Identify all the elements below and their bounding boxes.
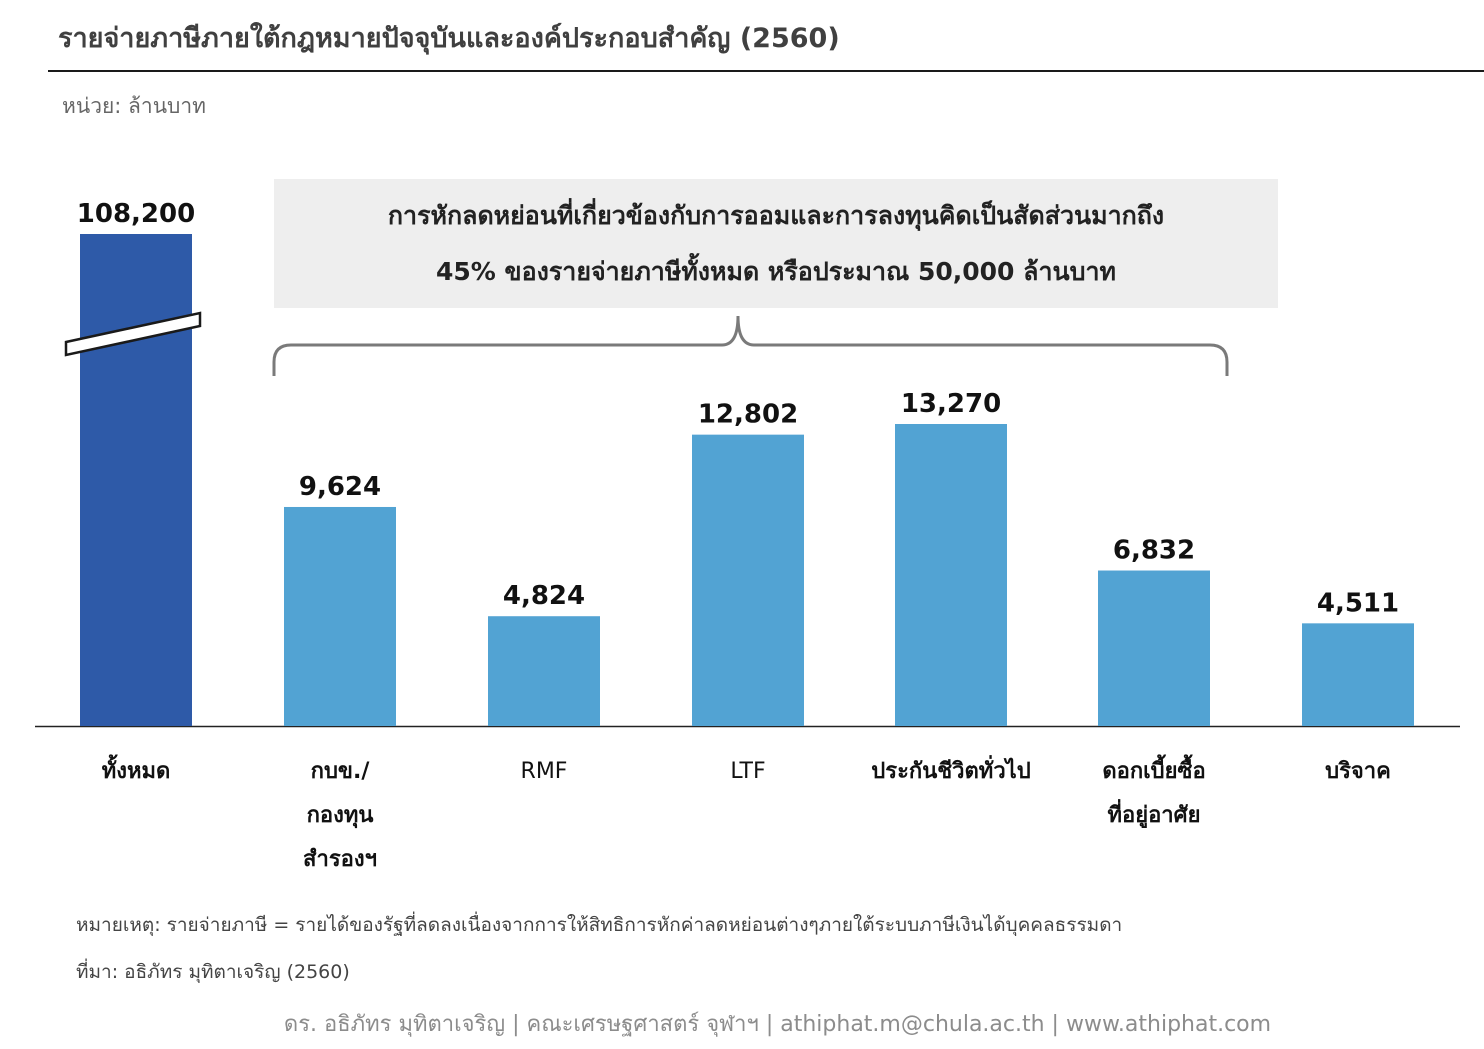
bar-value-label-0: 108,200 — [77, 199, 195, 229]
bar-chart: 108,200 9,624 4,824 12,802 13,270 6,832 4,511 — [35, 199, 1460, 728]
bar-1 — [284, 506, 396, 726]
x-tick-label-line: กองทุน — [306, 803, 374, 828]
chart-title: รายจ่ายภาษีภายใต้กฎหมายปัจจุบันและองค์ปร… — [58, 23, 840, 54]
x-tick-label-line: กบข./ — [310, 759, 370, 784]
callout-line-2: 45% ของรายจ่ายภาษีทั้งหมด หรือประมาณ 50,… — [436, 256, 1116, 286]
x-tick-label-line: ที่อยู่อาศัย — [1107, 803, 1201, 828]
bar-2 — [488, 616, 600, 726]
bar-value-label-4: 13,270 — [901, 389, 1001, 419]
title-divider — [48, 70, 1484, 72]
x-tick-label-line: บริจาค — [1325, 759, 1391, 784]
source-note: ที่มา: อธิภัทร มุทิตาเจริญ (2560) — [76, 961, 350, 983]
bar-value-label-5: 6,832 — [1113, 536, 1195, 566]
axis-break-mark — [64, 311, 202, 357]
x-tick-label-line: สำรองฯ — [303, 847, 377, 872]
x-tick-label-line: ดอกเบี้ยซื้อ — [1102, 759, 1206, 784]
bar-3 — [692, 434, 804, 726]
bar-value-label-3: 12,802 — [698, 400, 798, 430]
callout-line-1: การหักลดหย่อนที่เกี่ยวข้องกับการออมและกา… — [387, 200, 1165, 230]
x-tick-label-5: ดอกเบี้ยซื้อที่อยู่อาศัย — [1064, 750, 1244, 838]
bar-value-label-2: 4,824 — [503, 581, 585, 611]
x-tick-label-6: บริจาค — [1268, 750, 1448, 794]
footer-credit: ดร. อธิภัทร มุทิตาเจริญ | คณะเศรษฐศาสตร์… — [283, 1012, 1272, 1037]
bar-0 — [80, 234, 192, 726]
x-tick-label-line: ประกันชีวิตทั่วไป — [871, 759, 1031, 784]
bar-value-label-6: 4,511 — [1317, 588, 1399, 618]
bar-5 — [1098, 570, 1210, 726]
bar-6 — [1302, 623, 1414, 726]
x-tick-label-1: กบข./ กองทุนสำรองฯ — [250, 750, 430, 882]
x-tick-label-3: LTF — [658, 750, 838, 794]
x-tick-label-2: RMF — [454, 750, 634, 794]
unit-label: หน่วย: ล้านบาท — [62, 94, 207, 118]
bar-value-label-1: 9,624 — [299, 472, 381, 502]
footnote: หมายเหตุ: รายจ่ายภาษี = รายได้ของรัฐที่ล… — [76, 914, 1123, 936]
x-tick-label-line: ทั้งหมด — [101, 759, 171, 784]
x-tick-label-line: LTF — [730, 759, 766, 784]
x-tick-label-0: ทั้งหมด — [46, 750, 226, 794]
bar-4 — [895, 424, 1007, 726]
x-tick-label-4: ประกันชีวิตทั่วไป — [861, 750, 1041, 794]
callout-box: การหักลดหย่อนที่เกี่ยวข้องกับการออมและกา… — [274, 179, 1278, 308]
callout-brace — [272, 315, 1229, 376]
x-tick-label-line: RMF — [520, 759, 568, 784]
